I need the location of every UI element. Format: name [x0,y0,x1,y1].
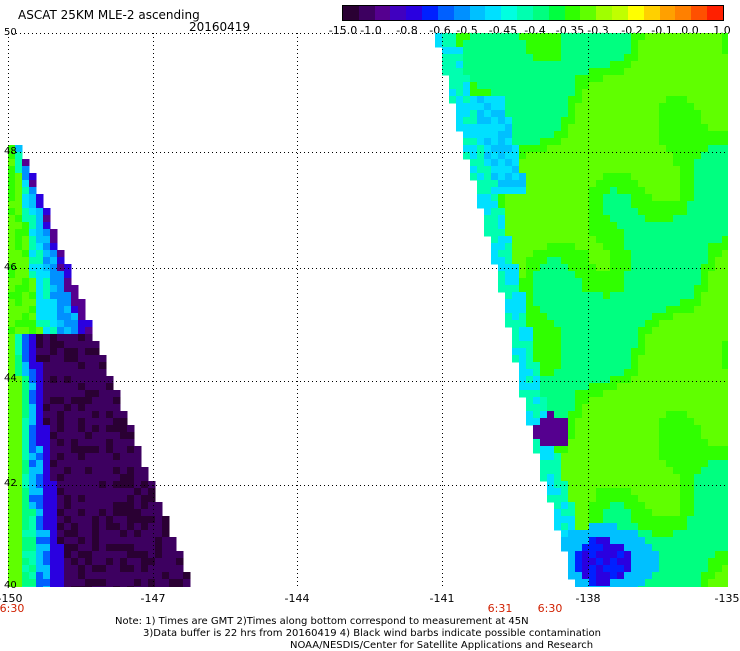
lat-label-48: 48 [4,146,17,157]
colorbar-segment [390,6,407,20]
map-date: 20160419 [189,20,251,34]
colorbar-segment [358,6,375,20]
colorbar-segment [675,6,692,20]
colorbar-segment [596,6,613,20]
colorbar [342,5,724,21]
colorbar-segment [580,6,597,20]
colorbar-segment [517,6,533,20]
lon-label-135: -135 [714,592,740,605]
colorbar-segment [485,6,502,20]
time-label-mid: 6:31 [487,602,513,615]
left-swath [8,145,191,587]
lat-label-40: 40 [4,580,17,591]
colorbar-segment [422,6,438,20]
lat-label-42: 42 [4,478,17,489]
note-line-2: 3)Data buffer is 22 hrs from 20160419 4)… [143,628,601,639]
lon-label-144: -144 [284,592,310,605]
lon-label-138: -138 [575,592,601,605]
colorbar-segment [343,6,359,20]
colorbar-segment [691,6,708,20]
graticule [8,33,728,587]
lat-label-50: 50 [4,27,17,38]
colorbar-segment [532,6,549,20]
colorbar-segment [469,6,486,20]
colorbar-segment [374,6,391,20]
map-title: ASCAT 25KM MLE-2 ascending [18,8,200,22]
colorbar-segment [453,6,470,20]
swath-map [8,33,728,587]
colorbar-segment [548,6,565,20]
note-line-1: Note: 1) Times are GMT 2)Times along bot… [115,616,529,627]
colorbar-segment [707,6,723,20]
lon-label-147: -147 [140,592,166,605]
time-label-right: 6:30 [537,602,563,615]
colorbar-tick-label: -15.0 [328,24,358,37]
colorbar-segment [627,6,644,20]
colorbar-segment [643,6,660,20]
right-swath [435,33,728,587]
colorbar-segment [406,6,423,20]
lon-label-141: -141 [429,592,455,605]
lat-label-44: 44 [4,373,17,384]
lat-label-46: 46 [4,262,17,273]
note-line-3: NOAA/NESDIS/Center for Satellite Applica… [290,640,594,651]
lon-label-150: -150 [0,592,23,605]
colorbar-segment [501,6,518,20]
colorbar-segment [564,6,581,20]
colorbar-segment [612,6,628,20]
colorbar-segment [437,6,454,20]
colorbar-segment [659,6,676,20]
time-label-left: 6:30 [0,602,25,615]
